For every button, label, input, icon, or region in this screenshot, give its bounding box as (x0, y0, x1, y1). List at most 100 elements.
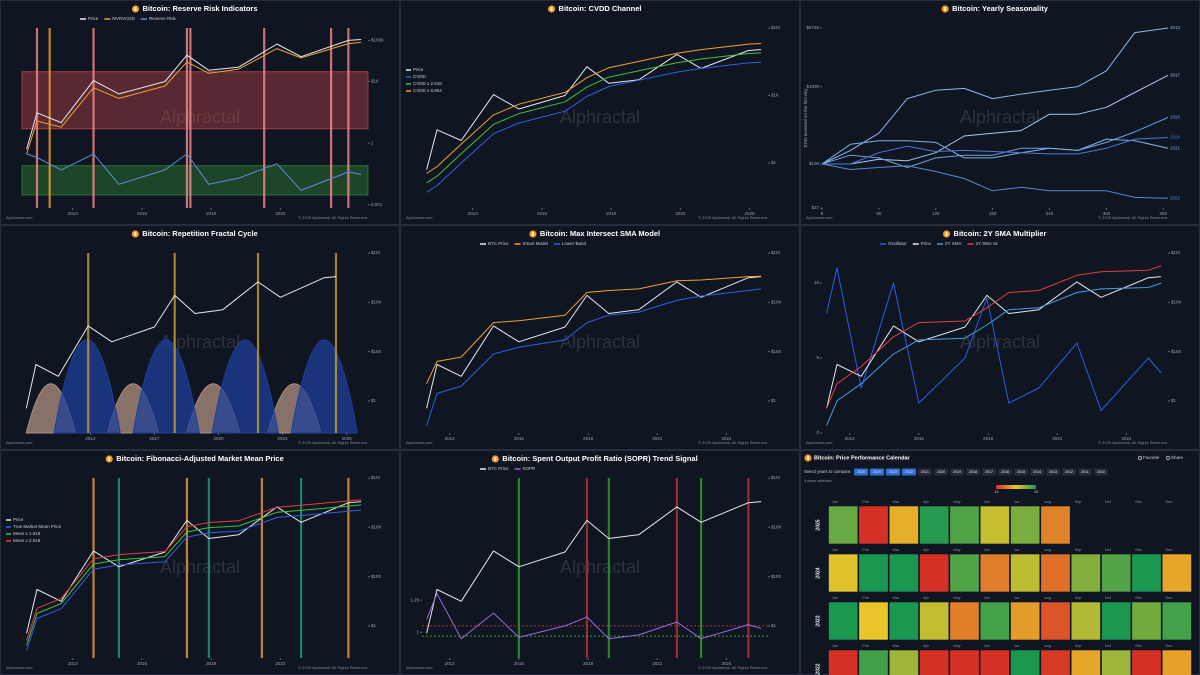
legend-label: Price (413, 67, 424, 72)
x-tick-label: 2022 (675, 211, 686, 216)
year-chip[interactable] (934, 468, 948, 476)
year-chip-label[interactable]: 2010 (1097, 470, 1105, 474)
series-line (426, 61, 762, 193)
x-tick-label: 2018 (983, 436, 994, 441)
y-tick-label: $1 (371, 623, 377, 628)
watermark: Alphractal (160, 107, 240, 127)
year-chip[interactable] (998, 468, 1012, 476)
year-chip-label[interactable]: 2013 (1049, 470, 1057, 474)
series-line (826, 282, 1162, 426)
panel: Bitcoin: CVDD Channel Alphractal $1 $1K $1M 2… (400, 0, 800, 225)
year-chip-label[interactable]: 2016 (1001, 470, 1009, 474)
y-tick-label: $100 (809, 161, 820, 166)
y-tick-label: $100 (371, 349, 382, 354)
prompt: Select years to compare: (804, 469, 852, 474)
series-line (826, 276, 1162, 409)
series-line (26, 504, 362, 646)
month-cell (1131, 601, 1162, 641)
x-tick-label: 300 (1103, 211, 1111, 216)
month-cell (828, 649, 859, 675)
month-label: Oct (1105, 596, 1112, 600)
month-cell (888, 601, 919, 641)
year-chip-label[interactable]: 2015 (1017, 470, 1025, 474)
button[interactable]: Share (1171, 455, 1184, 460)
month-label: Oct (1105, 548, 1112, 552)
year-chip[interactable] (1014, 468, 1028, 476)
year-chip[interactable] (886, 468, 900, 476)
x-tick-label: 2019 (206, 661, 217, 666)
month-cell (1010, 553, 1041, 593)
series-line (821, 138, 1169, 165)
panel-bg (400, 225, 800, 450)
year-chip-label[interactable]: 2021 (921, 470, 929, 474)
year-chip-label[interactable]: 2020 (937, 470, 945, 474)
month-label: Sep (1075, 548, 1082, 552)
y-tick-label: 0.001 (371, 202, 383, 207)
year-chip-label[interactable]: 2018 (969, 470, 977, 474)
month-label: Nov (1135, 548, 1142, 552)
x-tick-label: 2015 (914, 436, 925, 441)
year-chip[interactable] (1094, 468, 1108, 476)
year-chip[interactable] (950, 468, 964, 476)
legend-label: Oscillator (888, 241, 907, 246)
month-label: Apr (923, 548, 930, 552)
year-chip[interactable] (1046, 468, 1060, 476)
cycle-arc (132, 339, 200, 434)
x-tick-label: 2013 (68, 211, 79, 216)
month-label: Mar (893, 500, 900, 504)
site-label: Alphractal.com (6, 665, 33, 670)
month-label: Mar (893, 596, 900, 600)
y2-tick-label: 0 (816, 430, 819, 435)
series-end-label: 2022 (1170, 196, 1181, 201)
month-label: Oct (1105, 644, 1112, 648)
bitcoin-icon-mark (807, 456, 809, 460)
year-chip[interactable] (902, 468, 916, 476)
month-label: Oct (1105, 500, 1112, 504)
series-end-label: 2020 (1170, 115, 1181, 120)
year-chip-label[interactable]: 2024 (873, 470, 881, 474)
series-line (821, 27, 1169, 165)
month-label: Jun (984, 596, 990, 600)
x-tick-label: 2018 (583, 661, 594, 666)
month-cell (1101, 553, 1132, 593)
year-chip[interactable] (1030, 468, 1044, 476)
month-cell (1040, 601, 1071, 641)
year-chip[interactable] (1062, 468, 1076, 476)
year-chip[interactable] (966, 468, 980, 476)
year-chip-label[interactable]: 2017 (985, 470, 993, 474)
legend-label: Price (88, 16, 99, 21)
year-chip-label[interactable]: 2019 (953, 470, 961, 474)
year-chip[interactable] (870, 468, 884, 476)
month-label: Jun (984, 500, 990, 504)
month-label: Jul (1014, 548, 1019, 552)
panel: Bitcoin: Fibonacci-Adjusted Market Mean … (0, 450, 400, 675)
month-cell (1131, 649, 1162, 675)
x-tick-label: 2016 (137, 211, 148, 216)
button[interactable]: Favorite (1143, 455, 1160, 460)
year-chip-label[interactable]: 2025 (857, 470, 865, 474)
month-label: Apr (923, 596, 930, 600)
year-chip-label[interactable]: 2012 (1065, 470, 1073, 474)
x-tick-label: 2017 (149, 436, 160, 441)
bitcoin-icon-mark (550, 7, 553, 11)
month-label: Jan (832, 500, 838, 504)
series-line (426, 43, 762, 174)
month-cell (888, 505, 919, 545)
year-chip[interactable] (918, 468, 932, 476)
bitcoin-icon-mark (531, 232, 534, 236)
month-label: Dec (1166, 644, 1173, 648)
year-chip[interactable] (854, 468, 868, 476)
month-label: Sep (1075, 596, 1082, 600)
year-chip[interactable] (1078, 468, 1092, 476)
year-chip-label[interactable]: 2011 (1081, 470, 1089, 474)
y-tick-label: $1 (771, 398, 777, 403)
legend-label: Mean x 1.618 (13, 531, 41, 536)
year-chip-label[interactable]: 2023 (889, 470, 897, 474)
year-chip-label[interactable]: 2014 (1033, 470, 1041, 474)
month-cell (949, 649, 980, 675)
x-tick-label: 240 (1046, 211, 1054, 216)
series-line (426, 288, 762, 426)
site-label: Alphractal.com (806, 215, 833, 220)
year-chip[interactable] (982, 468, 996, 476)
year-chip-label[interactable]: 2022 (905, 470, 913, 474)
